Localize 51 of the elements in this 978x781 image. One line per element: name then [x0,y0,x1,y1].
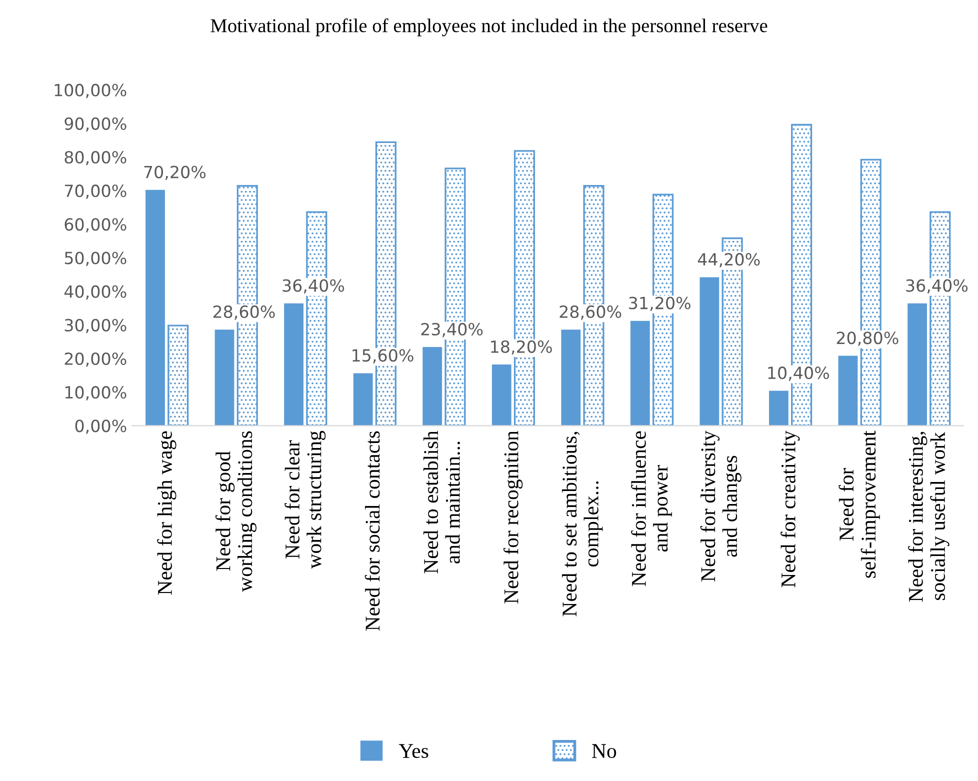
x-tick-label: Need for good working conditions [215,431,256,592]
x-tick-label: Need for high wage [157,431,176,595]
x-tick-label: Need for self-improvement [838,430,880,578]
legend-label: Yes [398,744,428,758]
data-label: 70,20% [144,166,206,180]
data-label: 10,40% [768,366,830,381]
y-tick-label: 30,00% [64,318,126,334]
bar [492,364,512,426]
data-label: 18,20% [491,340,552,355]
data-label: 28,60% [560,305,622,320]
data-label: 28,60% [213,305,275,320]
x-tick-label: Need for recognition [503,430,523,604]
x-tick-label: Need for social contacts [364,431,380,631]
data-label: 36,40% [282,279,344,294]
bar [422,347,442,426]
y-tick-label: 50,00% [64,252,126,266]
bar [700,277,720,426]
y-tick-label: 20,00% [64,352,126,367]
legend-label: No [592,744,616,758]
bar [769,390,788,426]
bar [214,330,234,426]
bar [838,356,858,426]
bar [908,303,927,426]
y-tick-label: 40,00% [64,285,126,300]
data-label: 15,60% [352,349,414,364]
x-tick-label: Need for influence and power [631,431,672,586]
chart-title: Motivational profile of employees not included in the personnel reserve [210,18,768,36]
y-tick-label: 70,00% [64,184,126,199]
bar [561,330,581,426]
data-label: 31,20% [629,296,690,312]
bar [168,324,189,426]
x-tick-label: Need to set ambitious, complex... [562,432,603,616]
data-label: 36,40% [906,279,968,294]
y-tick-label: 10,00% [65,386,126,400]
x-tick-label: Need to establish and maintain... [423,430,460,574]
x-tick-label: Need for clear work structuring [284,430,326,569]
bar [630,320,650,426]
y-tick-label: 0,00% [75,420,126,434]
data-label: 20,80% [836,332,898,346]
bar [146,190,165,426]
bar [353,373,373,426]
x-tick-label: Need for diversity and changes [700,430,742,582]
x-tick-label: Need for interesting, socially useful work [908,432,950,602]
data-label: 44,20% [698,253,760,268]
y-tick-label: 90,00% [64,117,126,132]
y-tick-label: 60,00% [64,218,126,232]
y-tick-label: 80,00% [64,150,126,166]
x-tick-label: Need for creativity [780,430,800,588]
data-label: 23,40% [421,322,483,338]
bar [284,303,304,426]
y-tick-label: 100,00% [54,84,126,98]
